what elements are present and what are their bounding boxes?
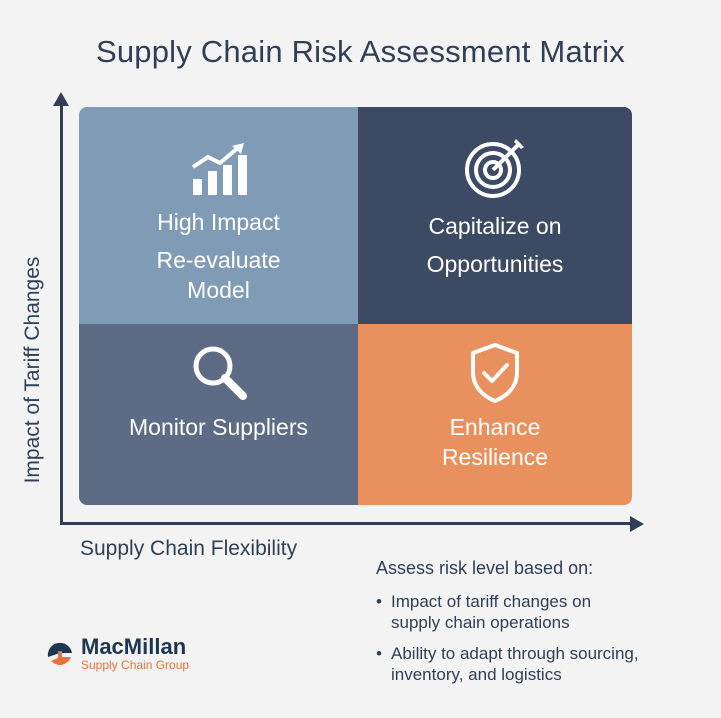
quadrant-title: Enhance Resilience <box>441 414 549 470</box>
quadrant-high-impact: High Impact Re-evaluate Model <box>79 107 358 324</box>
shield-check-icon <box>471 343 519 403</box>
quadrant-title: Monitor Suppliers <box>129 414 308 440</box>
growth-chart-icon <box>191 143 247 195</box>
notes-heading: Assess risk level based on: <box>376 558 594 578</box>
y-axis-line <box>60 96 63 524</box>
target-icon <box>465 139 524 198</box>
brand-name: MacMillan <box>81 634 187 659</box>
brand-tagline: Supply Chain Group <box>81 658 190 672</box>
quadrant-subtitle: Re-evaluate Model <box>156 247 281 303</box>
notes-list: Impact of tariff changes on supply chain… <box>376 591 706 685</box>
list-item: Ability to adapt through sourcing, inven… <box>376 643 691 685</box>
quadrant-title: Capitalize on Opportunities <box>426 213 564 277</box>
x-axis-line <box>60 522 635 525</box>
magnifier-icon <box>193 346 247 400</box>
brand-logo: MacMillan Supply Chain Group <box>45 636 189 672</box>
y-axis-label: Impact of Tariff Changes <box>21 256 44 484</box>
x-axis-label: Supply Chain Flexibility <box>80 537 298 560</box>
quadrant-capitalize: Capitalize on Opportunities <box>358 107 632 324</box>
quadrant-monitor-suppliers: Monitor Suppliers <box>79 324 358 505</box>
x-axis-arrow <box>630 516 644 532</box>
quadrant-enhance-resilience: Enhance Resilience <box>358 324 632 505</box>
y-axis-arrow <box>53 92 69 106</box>
logo-mark-icon <box>47 642 72 665</box>
quadrant-title: High Impact <box>157 209 280 235</box>
assessment-notes: Assess risk level based on: Impact of ta… <box>376 558 706 695</box>
risk-matrix: High Impact Re-evaluate Model Capitalize… <box>79 107 632 505</box>
list-item: Impact of tariff changes on supply chain… <box>376 591 631 633</box>
page-title: Supply Chain Risk Assessment Matrix <box>95 34 626 69</box>
